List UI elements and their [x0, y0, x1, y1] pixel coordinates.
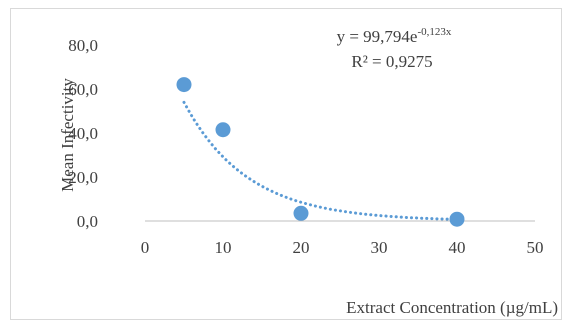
y-tick-labels: 0,0 20,0 40,0 60,0 80,0 — [68, 36, 98, 231]
trendline — [182, 100, 459, 221]
x-tick-label: 10 — [215, 238, 232, 257]
y-axis-label: Mean Infectivity — [58, 78, 77, 192]
y-tick-label: 40,0 — [68, 124, 98, 143]
chart-frame — [10, 8, 562, 320]
x-tick-labels: 0 10 20 30 40 50 — [141, 238, 544, 257]
equation-exponent: -0,123x — [417, 26, 451, 38]
y-tick-label: 20,0 — [68, 168, 98, 187]
x-tick-label: 50 — [527, 238, 544, 257]
y-tick-label: 80,0 — [68, 36, 98, 55]
x-tick-label: 40 — [449, 238, 466, 257]
data-point — [176, 77, 192, 93]
data-point — [449, 211, 465, 227]
r-squared-label: R² = 0,9275 — [351, 52, 432, 71]
equation-prefix: y = 99,794e — [337, 27, 418, 46]
x-tick-label: 30 — [371, 238, 388, 257]
data-point — [215, 122, 231, 138]
x-axis-label: Extract Concentration (µg/mL) — [346, 298, 558, 317]
y-tick-label: 0,0 — [77, 212, 98, 231]
trendline-equation: y = 99,794e-0,123x — [337, 26, 452, 46]
y-tick-label: 60,0 — [68, 80, 98, 99]
x-tick-label: 0 — [141, 238, 150, 257]
x-tick-label: 20 — [293, 238, 310, 257]
data-points — [176, 77, 465, 227]
data-point — [293, 205, 309, 221]
